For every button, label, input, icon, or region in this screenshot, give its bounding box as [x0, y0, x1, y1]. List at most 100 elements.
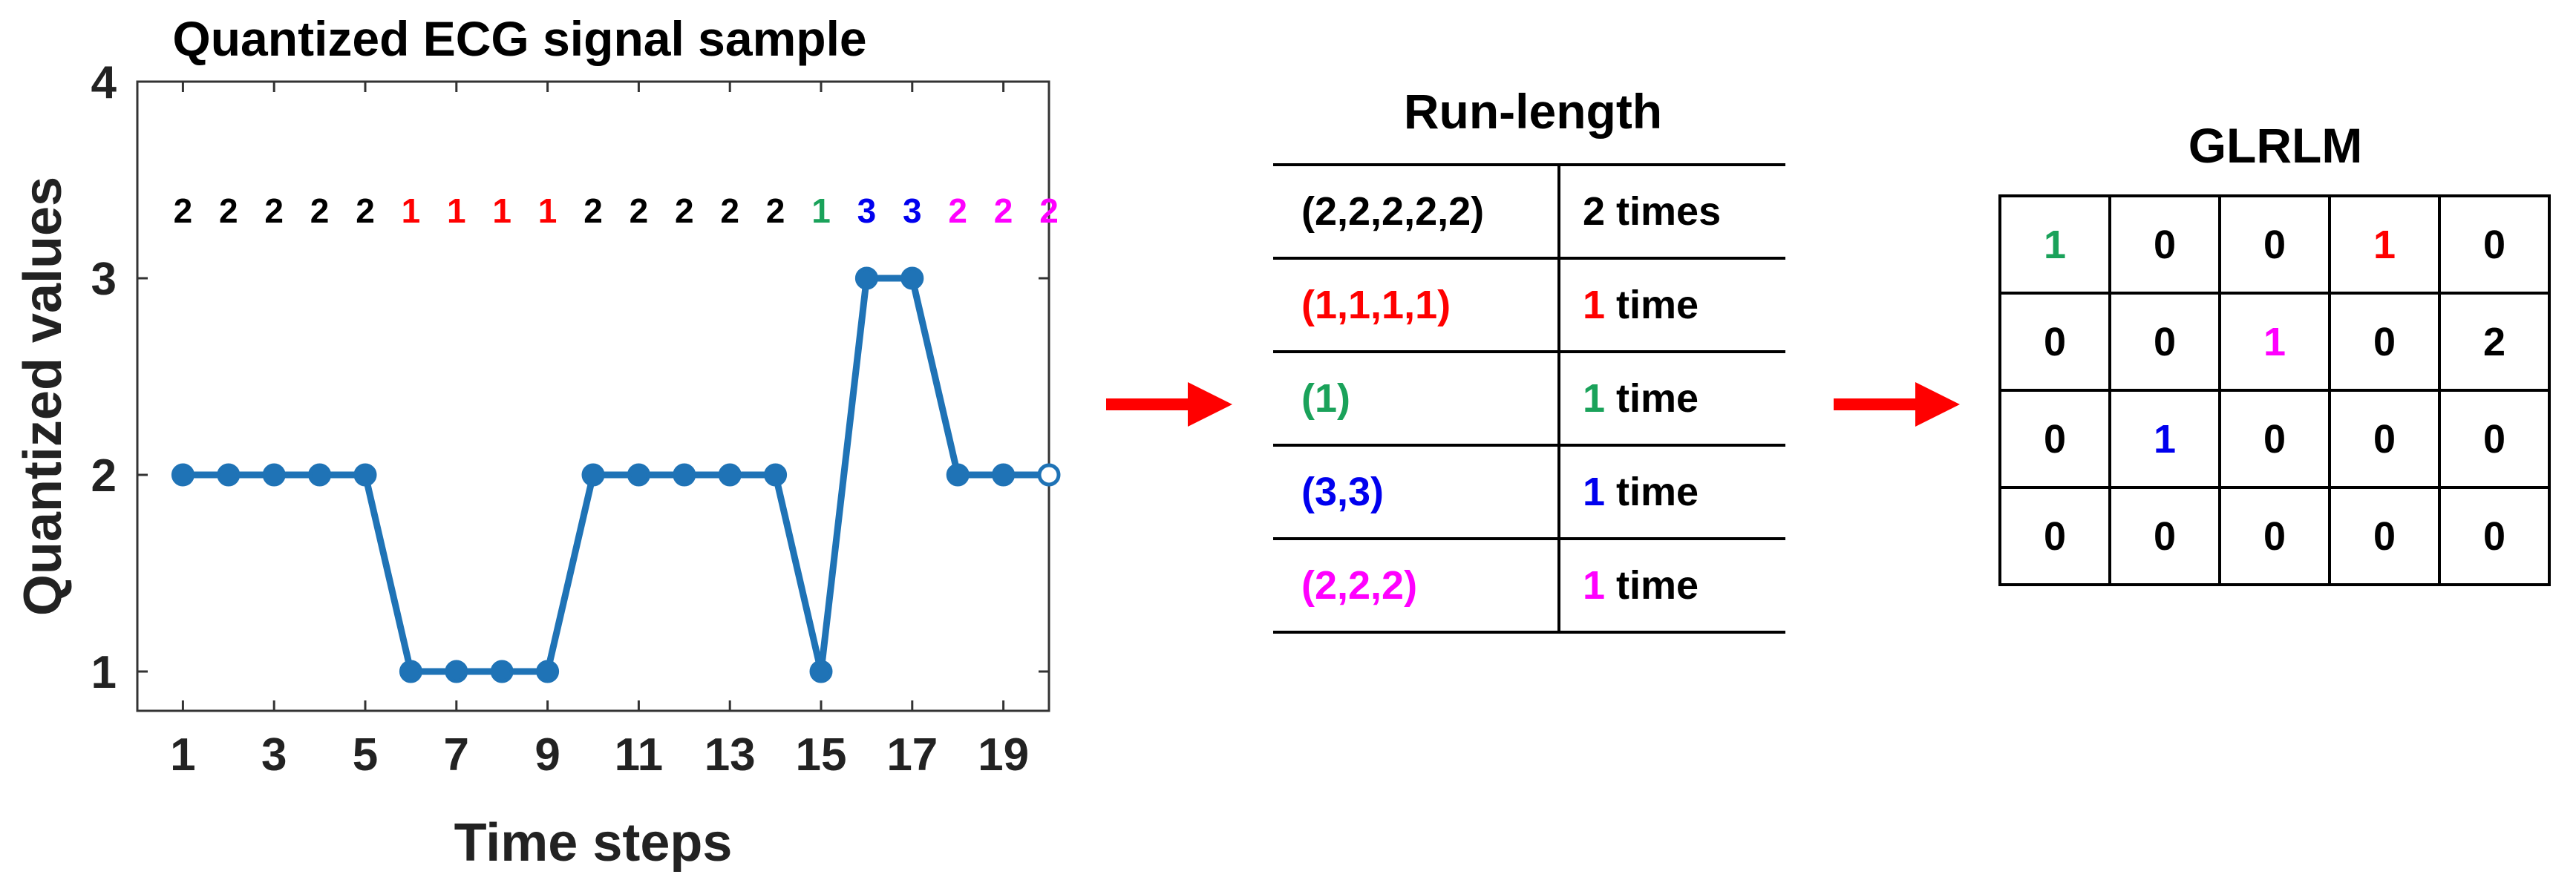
- run-count-number: 2: [1583, 189, 1606, 234]
- value-annotation: 2: [174, 191, 193, 230]
- glrlm-cell: 0: [2438, 389, 2551, 489]
- value-annotation: 1: [492, 191, 511, 230]
- arrow-right-icon: [1106, 382, 1232, 427]
- value-annotation: 2: [630, 191, 649, 230]
- run-count-number: 1: [1583, 563, 1606, 608]
- run-sequence: (2,2,2): [1273, 537, 1559, 634]
- data-point: [900, 266, 924, 290]
- glrlm-cell: 1: [2108, 389, 2221, 489]
- run-count: 1 time: [1557, 350, 1785, 445]
- x-tick-label: 9: [535, 729, 560, 781]
- value-annotation: 2: [1039, 191, 1059, 230]
- data-point: [262, 463, 286, 487]
- run-count: 1 time: [1557, 444, 1785, 539]
- value-annotation: 2: [766, 191, 785, 230]
- value-annotation: 2: [264, 191, 284, 230]
- value-annotation: 3: [903, 191, 922, 230]
- run-count-unit: time: [1605, 376, 1699, 421]
- y-tick-label: 2: [91, 450, 117, 502]
- data-point: [992, 463, 1016, 487]
- x-tick-label: 13: [705, 729, 756, 781]
- run-length-row: (3,3) 1 time: [1273, 444, 1785, 539]
- run-count: 1 time: [1557, 257, 1785, 352]
- glrlm-cell: 1: [2218, 292, 2331, 392]
- glrlm-cell: 0: [2438, 194, 2551, 295]
- x-tick-label: 7: [444, 729, 469, 781]
- value-annotation: 1: [811, 191, 831, 230]
- x-tick-label: 19: [978, 729, 1029, 781]
- x-tick-label: 17: [886, 729, 938, 781]
- x-tick-label: 1: [170, 729, 195, 781]
- run-sequence: (2,2,2,2,2): [1273, 163, 1559, 258]
- run-length-row: (2,2,2,2,2) 2 times: [1273, 163, 1785, 258]
- value-annotation: 2: [583, 191, 603, 230]
- data-point: [718, 463, 742, 487]
- glrlm-cell: 1: [2328, 194, 2441, 295]
- value-annotation: 2: [720, 191, 739, 230]
- data-point: [809, 660, 833, 683]
- run-count-unit: times: [1605, 189, 1722, 234]
- run-length-row: (1,1,1,1) 1 time: [1273, 257, 1785, 352]
- data-point: [399, 660, 422, 683]
- glrlm-cell: 0: [2108, 194, 2221, 295]
- data-point: [673, 463, 696, 487]
- data-point: [536, 660, 560, 683]
- glrlm-cell: 0: [2108, 486, 2221, 586]
- run-length-table: (2,2,2,2,2) 2 times (1,1,1,1) 1 time (1) 1 ti…: [1273, 163, 1785, 634]
- data-point: [764, 463, 788, 487]
- arrow-right-icon: [1834, 382, 1960, 427]
- data-point: [217, 463, 241, 487]
- value-annotation: 2: [310, 191, 330, 230]
- value-annotation: 1: [402, 191, 421, 230]
- value-annotation: 2: [994, 191, 1013, 230]
- data-point: [1037, 463, 1061, 487]
- value-annotation: 1: [447, 191, 466, 230]
- glrlm-cell: 0: [1998, 486, 2111, 586]
- glrlm-cell: 0: [2328, 389, 2441, 489]
- data-point: [581, 463, 605, 487]
- run-length-row: (1) 1 time: [1273, 350, 1785, 445]
- run-count: 2 times: [1557, 163, 1785, 258]
- y-tick-label: 3: [91, 254, 117, 305]
- y-axis-label: Quantized values: [13, 177, 73, 616]
- x-tick-label: 5: [353, 729, 378, 781]
- run-sequence: (3,3): [1273, 444, 1559, 539]
- run-count-unit: time: [1605, 470, 1699, 514]
- run-length-title: Run-length: [1403, 84, 1663, 139]
- data-point: [627, 463, 650, 487]
- data-point: [490, 660, 514, 683]
- value-annotation: 2: [675, 191, 694, 230]
- glrlm-cell: 0: [2328, 486, 2441, 586]
- data-point: [445, 660, 468, 683]
- x-tick-label: 11: [615, 729, 664, 781]
- x-tick-label: 15: [796, 729, 847, 781]
- value-annotation: 3: [857, 191, 877, 230]
- glrlm-title: GLRLM: [2188, 118, 2363, 173]
- run-length-row: (2,2,2) 1 time: [1273, 537, 1785, 634]
- value-annotation: 2: [948, 191, 967, 230]
- data-point: [854, 266, 878, 290]
- plot-frame: [136, 80, 1050, 712]
- run-sequence: (1): [1273, 350, 1559, 445]
- value-annotation: 1: [538, 191, 558, 230]
- value-annotation: 2: [356, 191, 375, 230]
- glrlm-cell: 0: [2218, 194, 2331, 295]
- run-sequence: (1,1,1,1): [1273, 257, 1559, 352]
- y-tick-label: 4: [91, 57, 117, 108]
- run-count-number: 1: [1583, 376, 1606, 421]
- run-count: 1 time: [1557, 537, 1785, 634]
- x-axis-label: Time steps: [454, 813, 733, 873]
- run-count-unit: time: [1605, 563, 1699, 608]
- glrlm-cell: 1: [1998, 194, 2111, 295]
- data-point: [171, 463, 194, 487]
- glrlm-cell: 2: [2438, 292, 2551, 392]
- x-tick-label: 3: [261, 729, 287, 781]
- y-tick-label: 1: [91, 647, 117, 698]
- run-count-unit: time: [1605, 283, 1699, 327]
